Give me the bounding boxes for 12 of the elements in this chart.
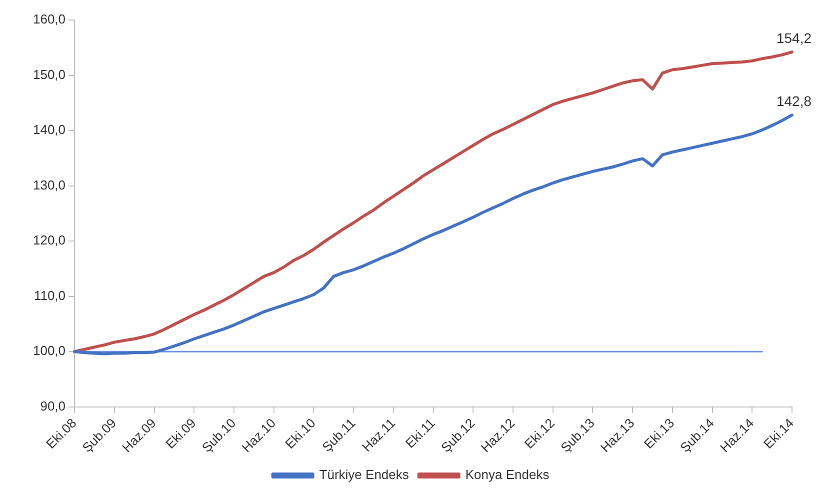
y-tick-label: 110,0: [34, 288, 66, 303]
y-tick-label: 150,0: [32, 66, 66, 82]
legend-label: Türkiye Endeks: [319, 467, 410, 482]
legend-label: Konya Endeks: [465, 467, 550, 482]
y-tick-label: 160,0: [32, 12, 66, 27]
y-tick-label: 120,0: [32, 232, 66, 248]
annotation: 142,8: [776, 92, 812, 109]
annotation: 154,2: [776, 30, 812, 46]
y-tick-label: 130,0: [32, 177, 66, 192]
y-tick-label: 140,0: [32, 122, 66, 138]
y-tick-label: 100,0: [32, 343, 66, 358]
y-tick-label: 90,0: [40, 398, 66, 414]
